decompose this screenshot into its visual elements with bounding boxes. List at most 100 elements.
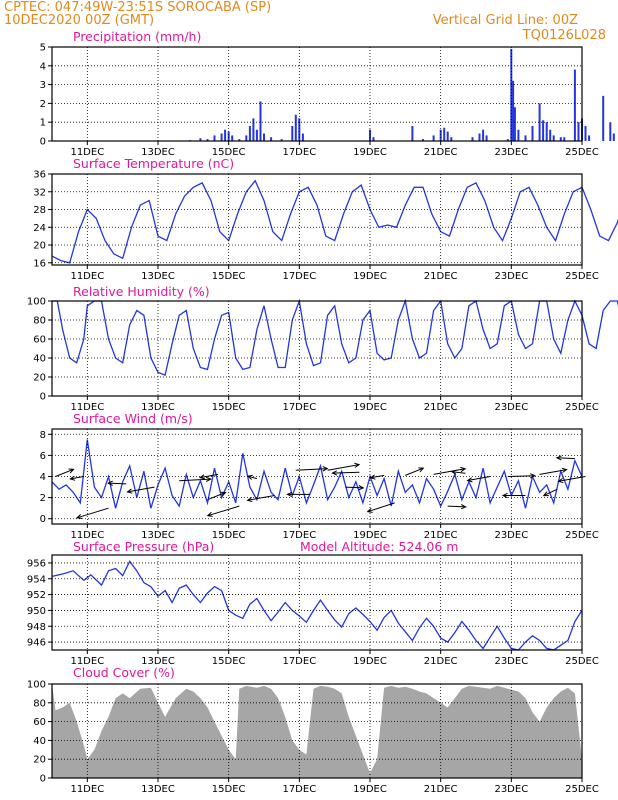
temperature-xtick-label-3: 17DEC [282,271,316,282]
precip-bar-44 [549,129,552,141]
wind-arrowhead-17 [366,507,373,513]
precip-xtick-label-5: 21DEC [424,147,458,158]
wind-arrowhead-1 [69,475,76,481]
precip-bar-53 [602,95,605,141]
cloud-xtick-label-7: 25DEC [565,784,599,795]
temperature-xtick-label-7: 25DEC [565,271,599,282]
wind-ytick-label-1: 2 [40,493,46,504]
cloud-ytick-label-5: 100 [27,680,46,691]
precip-bar-35 [510,48,513,141]
wind-arrow-21 [451,471,466,474]
wind-arrow-5 [179,478,211,482]
precip-bar-33 [485,135,488,141]
wind-arrow-25 [539,469,567,475]
temperature-panel: Surface Temperature (nC) 16 20 24 28 32 36 11DE… [33,156,618,282]
pressure-title: Surface Pressure (hPa) [73,539,214,554]
precip-bar-22 [372,137,375,141]
temperature-line [51,179,618,264]
wind-arrowhead-28 [557,477,564,484]
pressure-frame [51,554,583,651]
wind-arrow-28 [558,476,586,482]
wind-arrow-1 [70,476,84,480]
wind-ytick-label-4: 8 [40,430,46,441]
wind-arrow-23 [507,475,535,477]
precip-bar-25 [432,135,435,141]
pressure-ytick-label-2: 950 [27,606,46,617]
precip-bar-10 [248,126,251,141]
run-date: 10DEC2020 00Z (GMT) [4,13,154,28]
wind-arrowhead-7 [198,474,206,480]
wind-arrowhead-14 [358,485,365,491]
humidity-ytick-label-2: 40 [33,354,46,365]
cloud-frame [51,683,583,779]
wind-arrow-11 [295,468,328,471]
wind-arrowhead-22 [466,477,473,483]
cloud-xtick-label-0: 11DEC [70,784,104,795]
pressure-line [51,560,583,651]
wind-arrow-0 [55,468,74,477]
humidity-xtick-label-3: 17DEC [282,402,316,413]
precip-bar-23 [411,126,414,141]
precip-xtick-label-2: 15DEC [212,147,246,158]
precip-ytick-label-3: 3 [40,80,46,91]
wind-arrowhead-21 [450,469,457,475]
wind-arrowhead-15 [331,470,338,476]
precip-bar-52 [588,135,591,141]
precip-bar-14 [263,133,265,141]
humidity-xtick-label-6: 23DEC [494,402,528,413]
humidity-line [52,298,618,376]
cloud-area [52,684,582,778]
precip-bar-43 [545,122,548,141]
precip-bar-54 [609,122,612,141]
wind-arrowhead-6 [220,491,227,497]
wind-arrow-17 [367,502,395,513]
precip-panel: Precipitation (mm/h) 0 1 2 3 4 5 11DEC 13DEC 15DE… [40,29,615,158]
pressure-ytick-label-1: 948 [27,622,46,633]
temperature-ytick-label-3: 28 [33,205,46,216]
precip-xtick-label-4: 19DEC [353,147,387,158]
wind-frame [51,428,583,525]
pressure-xtick-label-3: 17DEC [282,656,316,667]
temperature-ytick-label-2: 24 [33,223,46,234]
precip-ytick-label-4: 4 [40,61,46,72]
cloud-xtick-label-6: 23DEC [494,784,528,795]
precip-title: Precipitation (mm/h) [73,29,201,44]
precip-bar-15 [270,137,273,141]
wind-arrowhead-10 [246,496,253,503]
precip-bar-24 [422,139,424,141]
humidity-ytick-label-5: 100 [27,297,46,308]
temperature-xtick-label-1: 13DEC [141,271,175,282]
wind-arrow-7 [200,473,219,479]
precip-bar-32 [482,129,485,141]
humidity-title: Relative Humidity (%) [73,284,210,299]
humidity-xtick-label-0: 11DEC [70,402,104,413]
wind-arrowhead-27 [555,455,562,461]
precip-xtick-label-0: 11DEC [70,147,104,158]
precip-bar-18 [294,114,297,141]
pressure-panel: Surface Pressure (hPa) Model Altitude: 52… [27,539,599,667]
temperature-xtick-label-6: 23DEC [494,271,528,282]
cloud-ytick-label-1: 20 [33,755,46,766]
precip-bar-28 [446,131,449,141]
wind-ytick-label-3: 6 [40,451,46,462]
wind-arrowhead-3 [107,480,113,486]
wind-arrow-18 [405,467,424,476]
grid-note: Vertical Grid Line: 00Z [433,13,578,28]
wind-ytick-label-2: 4 [40,472,46,483]
precip-bar-29 [450,137,453,141]
precip-xtick-label-7: 25DEC [565,147,599,158]
cloud-xtick-label-2: 15DEC [212,784,246,795]
precip-bar-51 [584,126,587,141]
pressure-ytick-label-5: 956 [27,558,46,569]
temperature-ytick-label-0: 16 [33,258,46,269]
cloud-panel: Cloud Cover (%) 0 20 40 60 80 100 11DEC 13DEC 15D… [27,665,599,795]
wind-arrowhead-0 [68,468,75,474]
wind-arrow-2 [76,507,109,519]
wind-arrow-27 [556,457,575,460]
precip-frame [51,46,583,142]
wind-arrow-19 [433,468,466,475]
precip-bar-5 [224,129,227,141]
pressure-ytick-label-3: 952 [27,590,46,601]
precip-xtick-label-6: 23DEC [494,147,528,158]
